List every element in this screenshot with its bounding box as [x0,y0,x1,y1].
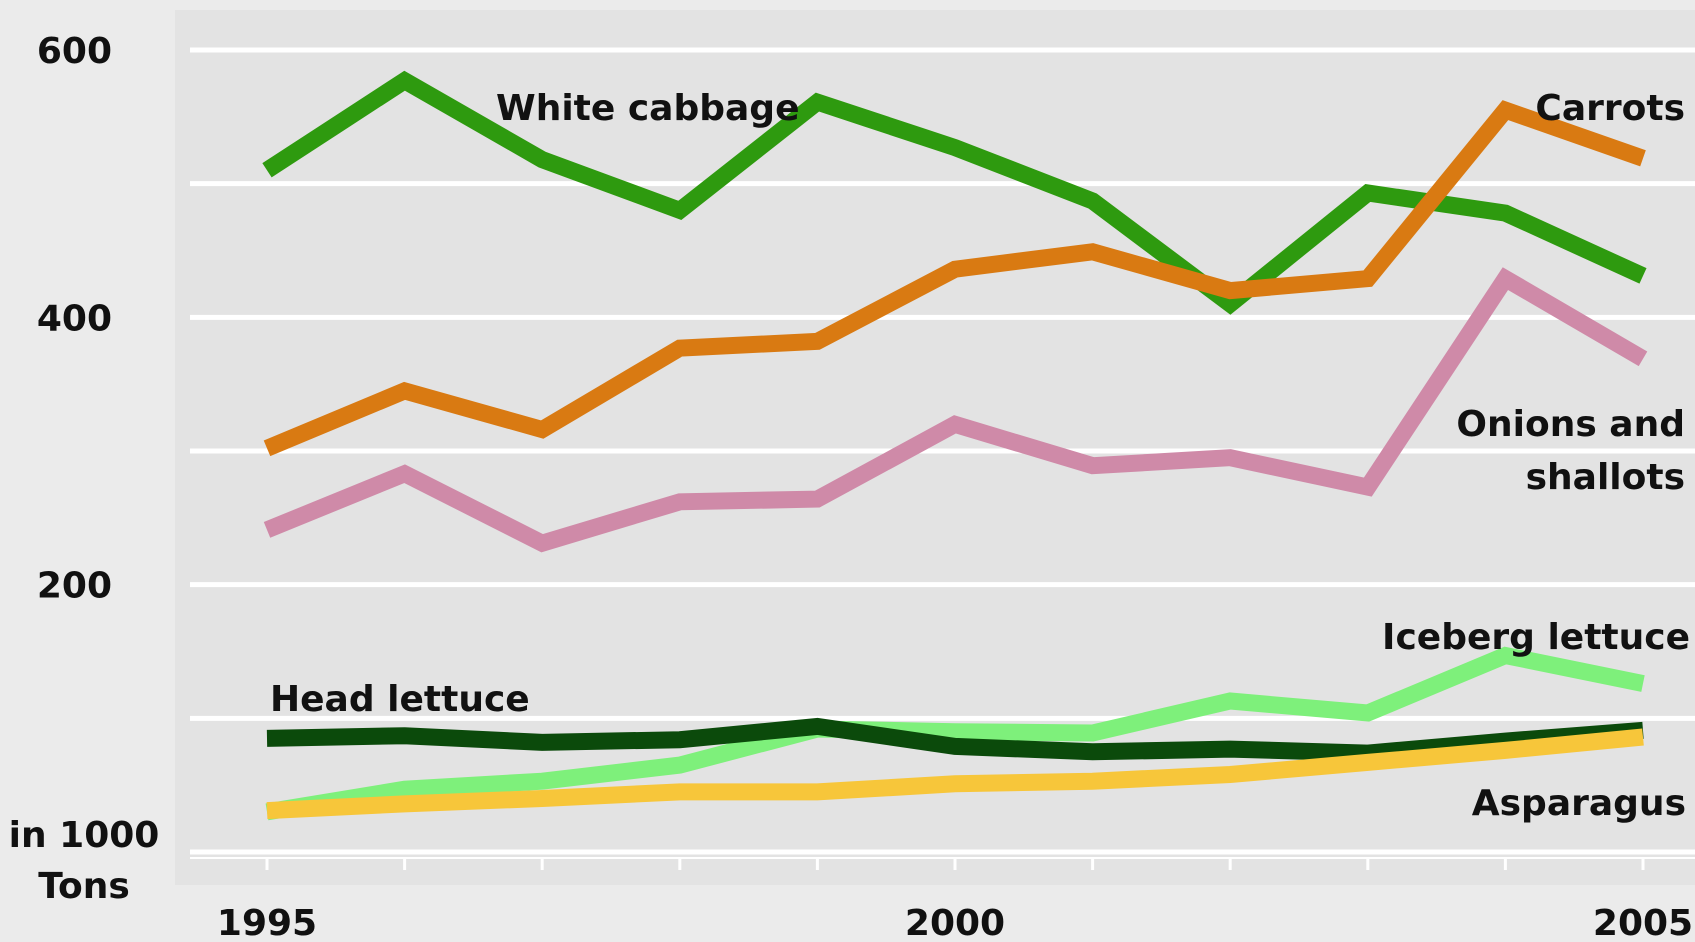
iceberg-lettuce-label: Iceberg lettuce [1382,617,1690,658]
head-lettuce-label: Head lettuce [270,679,530,720]
series-line-iceberg [265,646,1645,821]
series-lines [262,70,1648,821]
series-line-white_cabbage [262,70,1647,315]
series-line-onions [263,267,1648,553]
onions-label-line1: Onions and [1456,404,1685,445]
white-cabbage-label: White cabbage [496,88,800,129]
x-tick-label-2005: 2005 [1593,903,1693,942]
carrots-label: Carrots [1535,88,1685,129]
unit-label-line1: in 1000 [9,815,160,856]
y-tick-label-400: 400 [37,298,112,339]
series-line-asparagus [266,728,1644,820]
y-tick-label-200: 200 [37,566,112,607]
x-tick-label-2000: 2000 [905,903,1005,942]
asparagus-label: Asparagus [1472,783,1686,824]
y-tick-label-600: 600 [37,31,112,72]
y-axis-tick-labels: 200 400 600 [37,31,112,607]
x-axis: 1995 2000 2005 [190,857,1695,942]
series-line-carrots [263,100,1646,457]
onions-label-line2: shallots [1526,457,1685,498]
x-tick-label-1995: 1995 [217,903,317,942]
series-line-head_lettuce [266,717,1644,762]
unit-label-line2: Tons [38,866,130,907]
